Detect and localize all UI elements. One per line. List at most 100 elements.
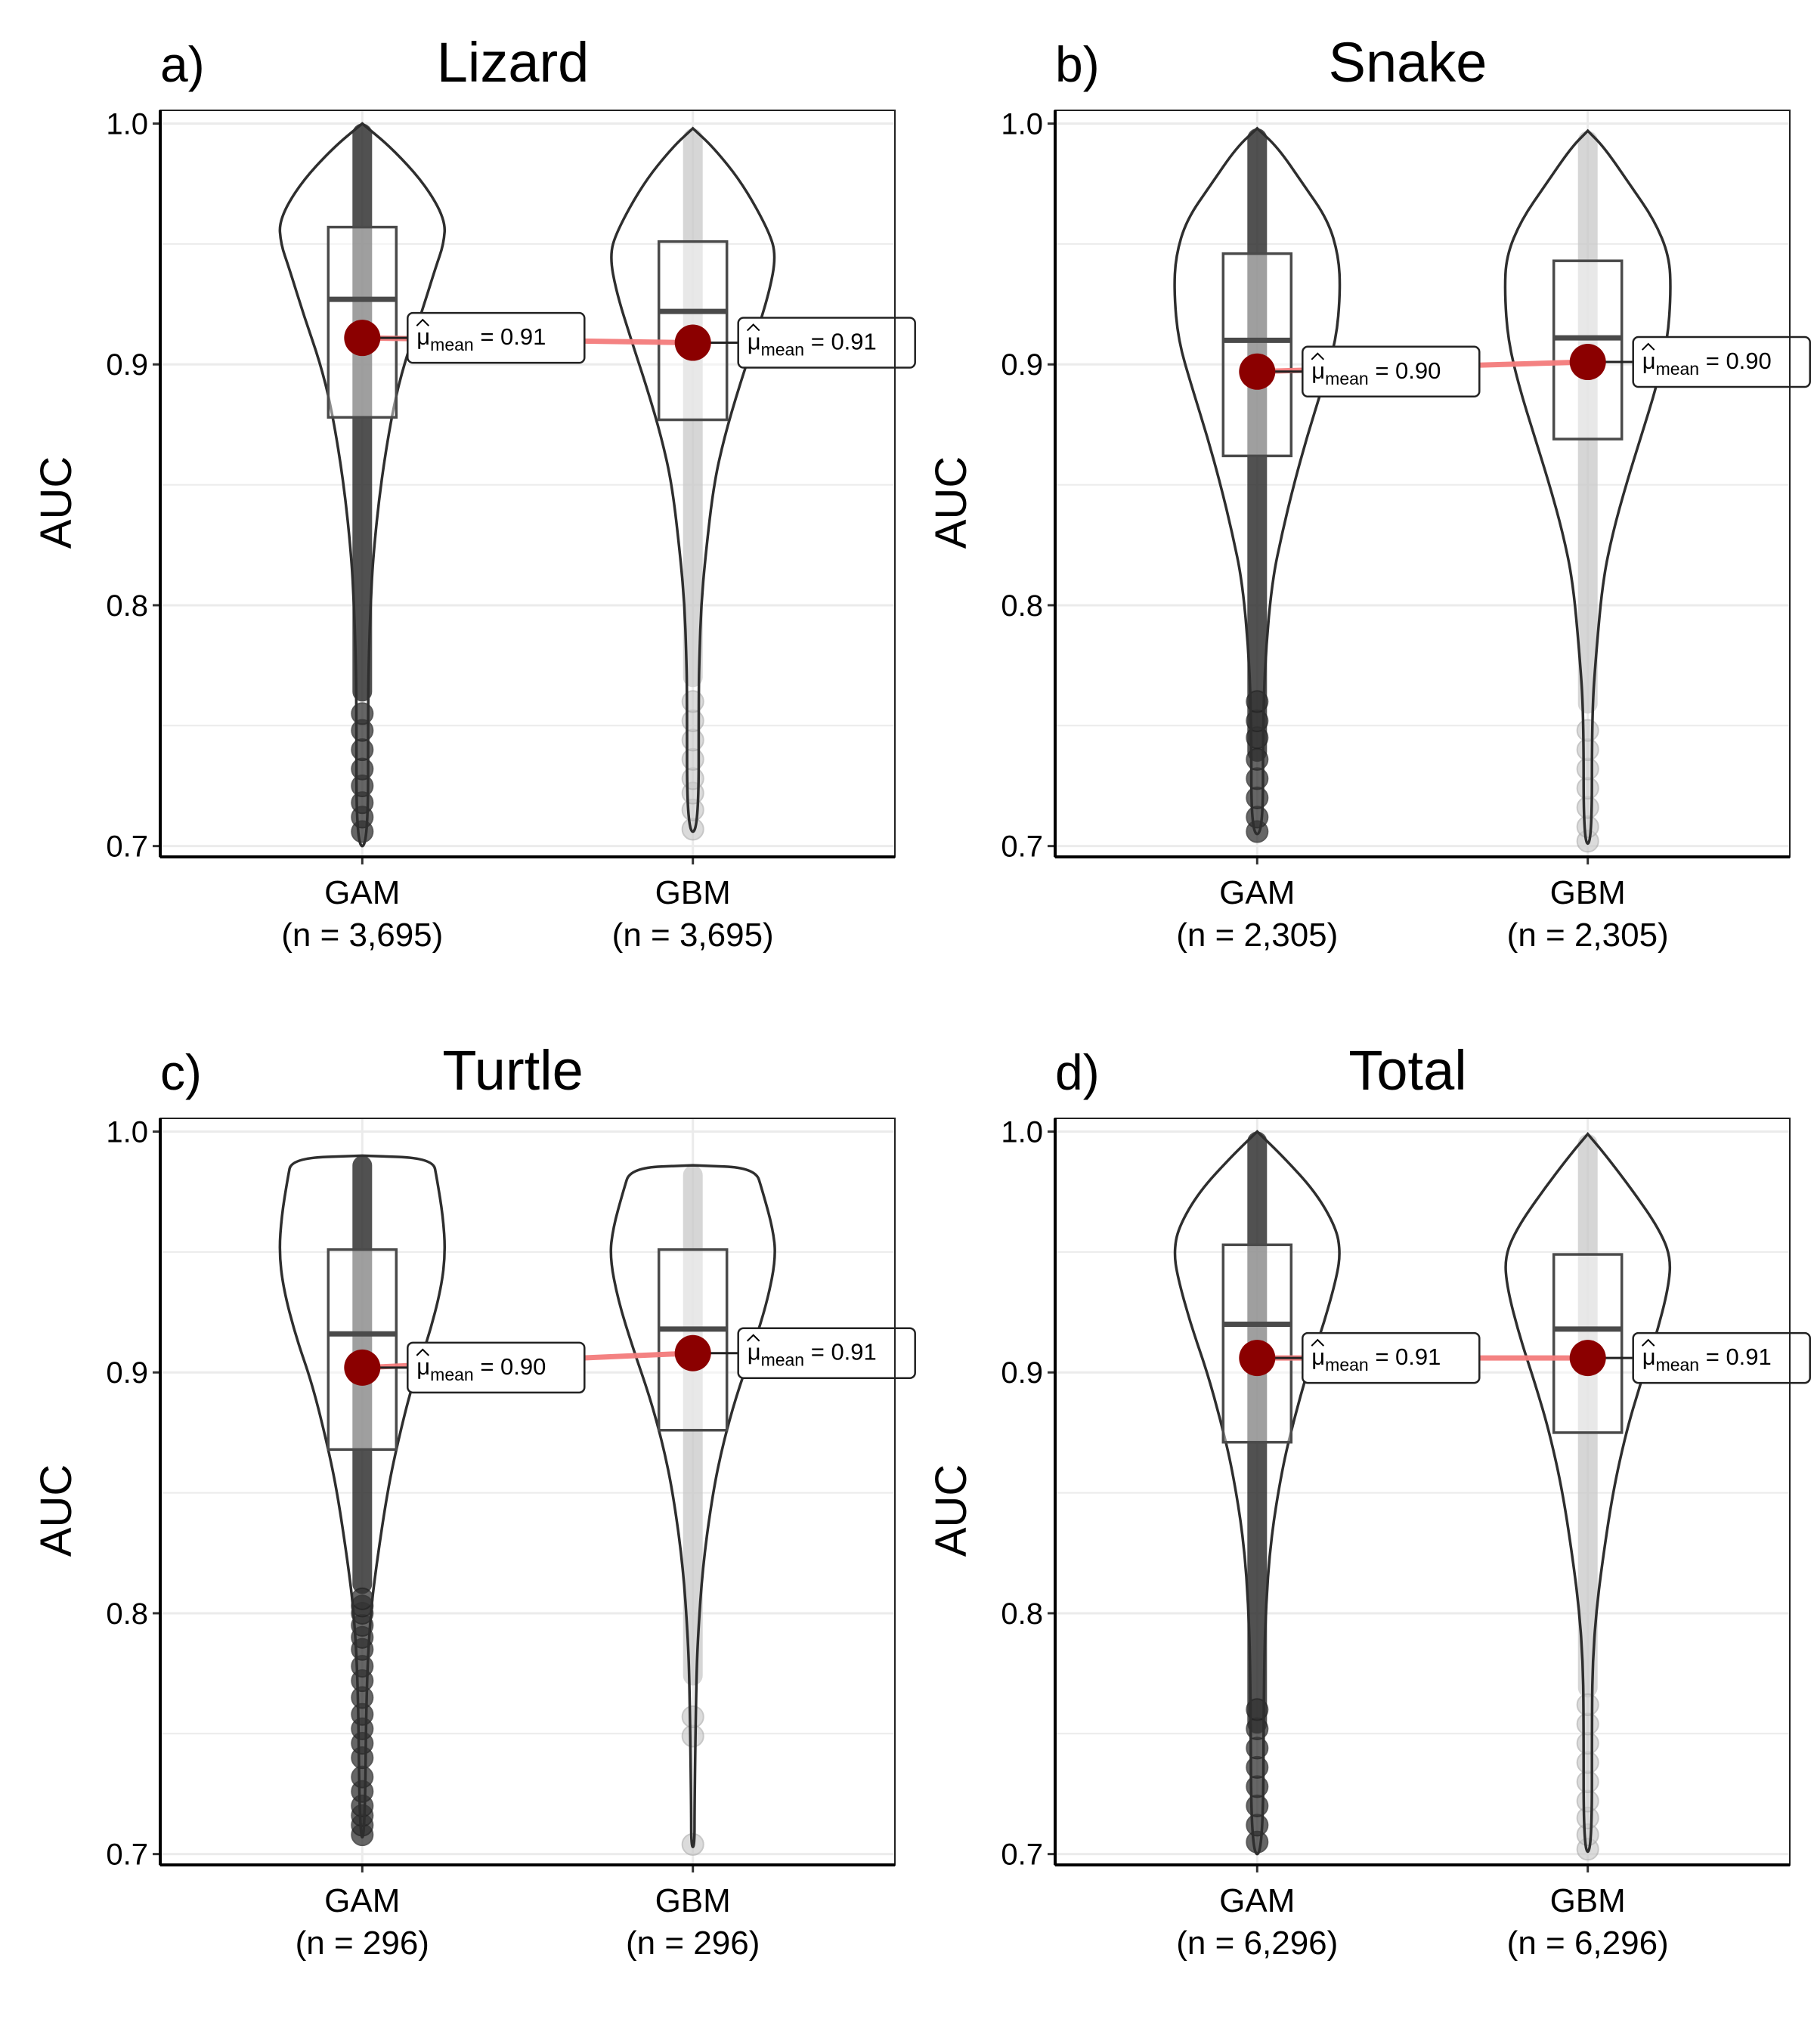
x-category-n: (n = 3,695): [612, 917, 774, 954]
y-tick-label: 0.9: [106, 1356, 148, 1390]
panel-label: d): [1055, 1044, 1100, 1100]
gam-points: [352, 123, 373, 702]
y-tick-label: 0.7: [106, 830, 148, 864]
mean-label-box: [737, 1327, 916, 1379]
panel-title: Snake: [1329, 31, 1487, 94]
panel-turtle: 0.7 0.8 0.9 1.0 GAM (n = 296) GBM (n = 296) μmea…: [32, 1039, 916, 1962]
x-category-n: (n = 2,305): [1507, 917, 1669, 954]
gbm-outlier-point: [1576, 815, 1599, 839]
y-tick-label: 1.0: [106, 1116, 148, 1149]
gam-outlier-point: [351, 738, 374, 762]
gam-violin: [1173, 1130, 1341, 1856]
gbm-outlier-point: [1576, 777, 1599, 800]
mean-label-box: [1302, 1331, 1481, 1384]
panel-label: a): [160, 36, 205, 92]
gam-violin: [1173, 126, 1342, 836]
x-category-label: GAM: [324, 874, 400, 911]
gam-outlier-point: [1246, 767, 1269, 790]
gam-points: [1247, 1131, 1268, 1734]
mean-label-box: [407, 1341, 586, 1394]
mean-label-text: μmean = 0.90: [416, 1353, 546, 1384]
gbm-outlier-point: [1576, 1751, 1599, 1774]
x-category-label: GAM: [1219, 1882, 1295, 1919]
gam-mean-point: [344, 320, 381, 357]
plot-background: [160, 1118, 895, 1865]
gbm-violin: [609, 1164, 776, 1848]
mean-label-box: [1632, 1331, 1811, 1384]
gam-outlier-point: [1246, 747, 1269, 771]
mean-label-text: μmean = 0.90: [1311, 357, 1441, 388]
gbm-outlier-point: [681, 747, 704, 771]
mean-hat-mark: [1641, 1338, 1655, 1347]
y-axis-label: AUC: [927, 1464, 976, 1557]
x-category-label: GAM: [1219, 874, 1295, 911]
x-category-label: GBM: [1550, 874, 1626, 911]
mean-label-text: μmean = 0.91: [748, 1339, 877, 1370]
gbm-outlier-point: [681, 1724, 704, 1748]
gbm-mean-point: [1569, 344, 1606, 381]
y-tick-label: 1.0: [106, 108, 148, 141]
plot-background: [1055, 1118, 1790, 1865]
gbm-outlier-point: [1576, 738, 1599, 762]
gbm-points: [1577, 1133, 1598, 1698]
panel-snake: 0.7 0.8 0.9 1.0 GAM (n = 2,305) GBM (n = 2,305)…: [927, 31, 1811, 954]
mean-label-box: [1632, 336, 1811, 388]
y-axis-label: AUC: [32, 1464, 81, 1557]
mean-label-text: μmean = 0.91: [1311, 1344, 1441, 1375]
gam-outlier-point: [351, 757, 374, 781]
panel-lizard: 0.7 0.8 0.9 1.0 GAM (n = 3,695) GBM (n = 3,695)…: [32, 31, 916, 954]
mean-label-box: [407, 311, 586, 364]
mean-label-box: [737, 317, 916, 369]
gbm-points: [683, 128, 703, 688]
y-tick-label: 0.8: [106, 1597, 148, 1631]
gbm-outlier-point: [681, 728, 704, 752]
gam-violin: [278, 122, 446, 848]
x-category-n: (n = 3,695): [281, 917, 443, 954]
mean-label-text: μmean = 0.91: [1642, 1344, 1772, 1375]
y-tick-label: 0.9: [106, 348, 148, 382]
gbm-outlier-point: [681, 767, 704, 790]
y-tick-label: 0.7: [106, 1838, 148, 1872]
gam-outlier-point: [1246, 1794, 1269, 1817]
mean-label-box: [1302, 345, 1481, 398]
gbm-outlier-point: [681, 1705, 704, 1728]
gbm-outlier-point: [681, 818, 704, 841]
mean-hat-mark: [1311, 352, 1325, 360]
mean-hat-mark: [416, 318, 430, 326]
gbm-outlier-point: [1576, 757, 1599, 781]
y-tick-label: 0.7: [1001, 830, 1043, 864]
panel-title: Turtle: [442, 1039, 583, 1102]
gam-outlier-point: [1246, 806, 1269, 829]
gbm-outlier-point: [1576, 1732, 1599, 1755]
y-axis-label: AUC: [927, 456, 976, 549]
y-axis-label: AUC: [32, 456, 81, 549]
y-tick-label: 0.9: [1001, 348, 1043, 382]
gbm-outlier-point: [681, 690, 704, 713]
x-category-label: GBM: [655, 1882, 731, 1919]
gbm-outlier-point: [681, 709, 704, 732]
x-category-n: (n = 6,296): [1176, 1925, 1338, 1962]
mean-hat-mark: [746, 1334, 760, 1342]
x-category-n: (n = 296): [626, 1925, 760, 1962]
gam-outlier-point: [1246, 1814, 1269, 1837]
gam-outlier-point: [351, 1587, 374, 1610]
x-category-n: (n = 2,305): [1176, 917, 1338, 954]
mean-label-text: μmean = 0.90: [1642, 348, 1772, 379]
mean-hat-mark: [416, 1348, 430, 1356]
x-category-n: (n = 296): [296, 1925, 429, 1962]
y-tick-label: 1.0: [1001, 1116, 1043, 1149]
gbm-mean-point: [674, 324, 711, 361]
gbm-points: [683, 1165, 703, 1686]
gbm-mean-point: [1569, 1340, 1606, 1377]
x-category-label: GBM: [655, 874, 731, 911]
gbm-outlier-point: [1576, 1770, 1599, 1794]
plot-background: [160, 110, 895, 857]
y-tick-label: 0.8: [1001, 1597, 1043, 1631]
y-tick-label: 0.9: [1001, 1356, 1043, 1390]
panel-title: Lizard: [437, 31, 590, 94]
y-tick-label: 0.8: [1001, 589, 1043, 623]
gam-violin: [278, 1154, 447, 1839]
gbm-violin: [610, 126, 776, 833]
